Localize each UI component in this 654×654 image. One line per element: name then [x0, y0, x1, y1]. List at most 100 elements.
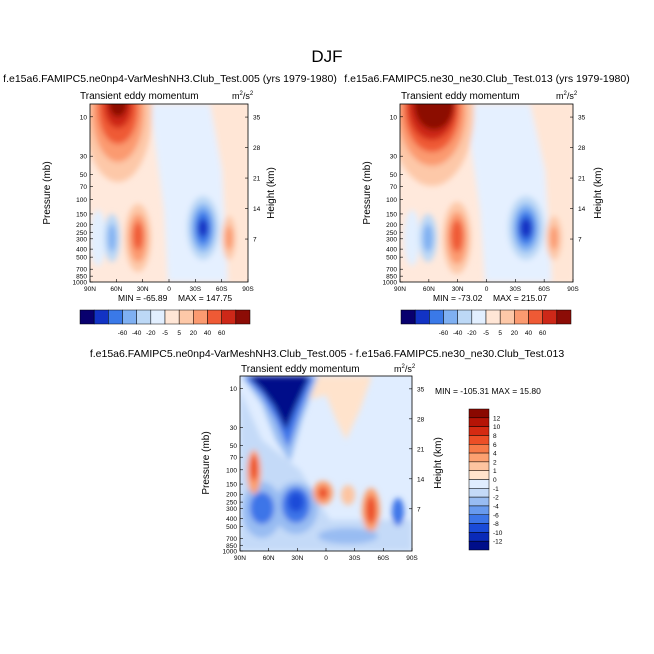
colorbar-label: -40 — [132, 330, 142, 337]
contour-fill — [248, 376, 310, 430]
y-tick-label: 10 — [80, 114, 88, 121]
x-tick-label: 30N — [291, 555, 303, 562]
y-tick-label: 70 — [80, 184, 88, 191]
x-tick-label: 90S — [567, 286, 579, 293]
colorbar-swatch — [468, 514, 490, 524]
colorbar-swatch — [468, 496, 490, 507]
axes-diff: 1030507010015020025030040050070085010003… — [223, 386, 425, 562]
contour-fill — [133, 222, 143, 250]
colorbar-label: -1 — [493, 486, 499, 493]
colorbar-swatch — [221, 309, 237, 325]
y-tick-label: 30 — [390, 154, 398, 161]
y-right-tick-label: 21 — [253, 176, 261, 183]
colorbar-label: -40 — [453, 330, 463, 337]
y-tick-label: 30 — [80, 154, 88, 161]
colorbar-label: 0 — [493, 477, 497, 484]
units-base: m — [394, 364, 402, 374]
y-right-tick-label: 14 — [253, 206, 261, 213]
colorbar-swatch — [207, 309, 222, 325]
y-tick-label: 400 — [386, 247, 397, 254]
x-tick-label: 60N — [110, 286, 122, 293]
y-tick-label: 300 — [76, 236, 87, 243]
ylabel-left: Pressure (mb) — [42, 161, 53, 224]
units-sup: 2 — [240, 91, 244, 97]
y-right-tick-label: 7 — [578, 237, 582, 244]
y-tick-label: 500 — [226, 524, 237, 531]
colorbar-swatch — [468, 426, 490, 436]
units-sup: 2 — [250, 91, 254, 97]
colorbar-swatch — [235, 309, 251, 325]
colorbar-label: 40 — [525, 330, 533, 337]
colorbar-label: -20 — [146, 330, 156, 337]
colorbar-swatch — [528, 309, 543, 325]
panel-diff-subtitle: Transient eddy momentum — [241, 364, 360, 375]
x-tick-label: 0 — [324, 555, 328, 562]
contour-fill — [90, 210, 106, 266]
y-tick-label: 50 — [230, 443, 238, 450]
y-tick-label: 700 — [226, 536, 237, 543]
panel-right-subtitle: Transient eddy momentum — [401, 91, 520, 102]
colorbar-swatch — [136, 309, 152, 325]
colorbar-label: 5 — [498, 330, 502, 337]
panel-diff-title: f.e15a6.FAMIPC5.ne0np4-VarMeshNH3.Club_T… — [90, 348, 565, 360]
colorbar-label: -4 — [493, 503, 499, 510]
colorbar-label: -60 — [439, 330, 449, 337]
y-tick-label: 400 — [226, 516, 237, 523]
colorbar-label: -5 — [483, 330, 489, 337]
units-sup: 2 — [564, 91, 568, 97]
colorbar-swatch — [443, 309, 458, 325]
panel-left-subtitle: Transient eddy momentum — [80, 91, 199, 102]
y-tick-label: 50 — [390, 172, 398, 179]
colorbar-label: -6 — [493, 512, 499, 519]
y-right-tick-label: 28 — [253, 145, 261, 152]
y-tick-label: 70 — [230, 455, 238, 462]
y-tick-label: 850 — [226, 543, 237, 550]
colorbar-swatch — [468, 532, 490, 542]
y-right-tick-label: 35 — [578, 115, 586, 122]
colorbar-label: 8 — [493, 433, 497, 440]
y-tick-label: 700 — [386, 267, 397, 274]
field-diff — [240, 376, 412, 551]
axes-left: 1030507010015020025030040050070085010003… — [73, 114, 261, 293]
contour-fill — [550, 226, 558, 250]
colorbar-swatch — [468, 488, 490, 498]
field-right — [400, 104, 573, 282]
y-right-tick-label: 14 — [417, 476, 425, 483]
colorbar-swatch — [485, 309, 501, 325]
x-tick-label: 90N — [394, 286, 406, 293]
y-tick-label: 500 — [386, 255, 397, 262]
colorbar-label: 12 — [493, 415, 501, 422]
colorbar-swatch — [429, 309, 444, 325]
x-tick-label: 90S — [242, 286, 254, 293]
y-tick-label: 70 — [390, 184, 398, 191]
y-tick-label: 100 — [226, 467, 237, 474]
minmax-label-diff: MIN = -105.31 MAX = 15.80 — [435, 386, 541, 396]
colorbar-swatch — [542, 309, 558, 325]
y-tick-label: 850 — [386, 274, 397, 281]
x-tick-label: 60N — [423, 286, 435, 293]
y-tick-label: 300 — [226, 506, 237, 513]
ylabel-diff: Pressure (mb) — [201, 431, 212, 494]
contour-fill — [423, 224, 433, 252]
contour-fill — [210, 104, 248, 282]
units-mid: /s — [405, 364, 413, 374]
contour-fill — [530, 104, 573, 282]
units-base: m — [232, 91, 240, 101]
y-right-tick-label: 14 — [578, 206, 586, 213]
y-tick-label: 150 — [386, 211, 397, 218]
contour-fill — [318, 528, 378, 544]
colorbar-swatch — [556, 309, 572, 325]
colorbar-label: 40 — [204, 330, 212, 337]
colorbar-right: -60 -40 -20 -5 5 20 40 60 — [400, 309, 572, 337]
colorbar-label: -60 — [118, 330, 128, 337]
colorbar-label: 2 — [493, 459, 497, 466]
colorbar-swatch — [193, 309, 208, 325]
colorbar-label: -2 — [493, 495, 499, 502]
panel-diff: f.e15a6.FAMIPC5.ne0np4-VarMeshNH3.Club_T… — [90, 348, 565, 562]
y-tick-label: 50 — [80, 172, 88, 179]
colorbar-label: 60 — [218, 330, 226, 337]
colorbar-label: 4 — [493, 451, 497, 458]
ylabel-height-diff: Height (km) — [433, 437, 444, 489]
colorbar-swatch — [164, 309, 180, 325]
